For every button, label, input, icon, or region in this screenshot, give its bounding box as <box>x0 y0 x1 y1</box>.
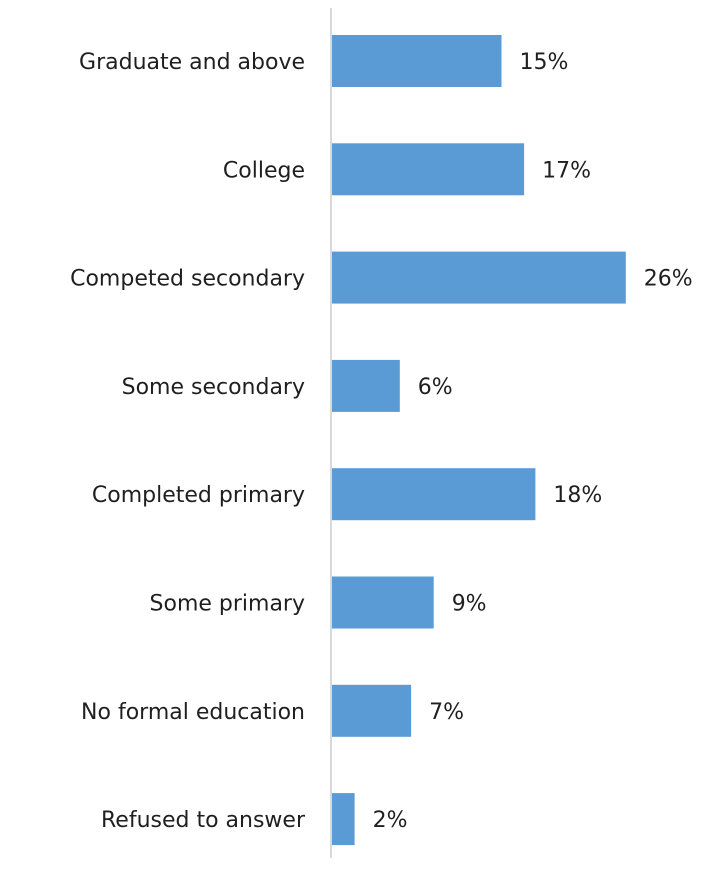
category-label-3: Some secondary <box>122 375 305 400</box>
bar-3 <box>332 360 400 412</box>
value-label-0: 15% <box>520 50 569 75</box>
category-label-0: Graduate and above <box>79 50 305 75</box>
value-label-7: 2% <box>373 808 408 833</box>
category-label-1: College <box>223 158 305 183</box>
bars-group <box>332 35 626 845</box>
category-label-5: Some primary <box>150 592 305 617</box>
bar-4 <box>332 468 535 520</box>
category-label-7: Refused to answer <box>101 808 306 833</box>
bar-0 <box>332 35 502 87</box>
value-label-3: 6% <box>418 375 453 400</box>
value-label-2: 26% <box>644 267 693 292</box>
value-label-1: 17% <box>542 158 591 183</box>
category-labels-group: Graduate and above College Competed second… <box>70 50 306 833</box>
bar-7 <box>332 793 355 845</box>
bar-1 <box>332 143 524 195</box>
category-label-2: Competed secondary <box>70 267 305 292</box>
value-label-5: 9% <box>452 592 487 617</box>
value-label-6: 7% <box>429 700 464 725</box>
category-label-6: No formal education <box>81 700 305 725</box>
bar-6 <box>332 685 411 737</box>
bar-5 <box>332 577 434 629</box>
category-label-4: Completed primary <box>92 483 305 508</box>
bar-2 <box>332 252 626 304</box>
value-label-4: 18% <box>553 483 602 508</box>
